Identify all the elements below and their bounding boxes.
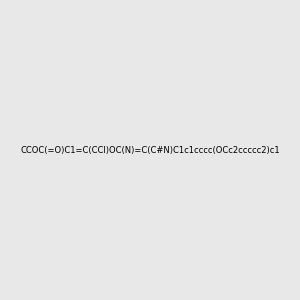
Text: CCOC(=O)C1=C(CCl)OC(N)=C(C#N)C1c1cccc(OCc2ccccc2)c1: CCOC(=O)C1=C(CCl)OC(N)=C(C#N)C1c1cccc(OC… <box>20 146 280 154</box>
